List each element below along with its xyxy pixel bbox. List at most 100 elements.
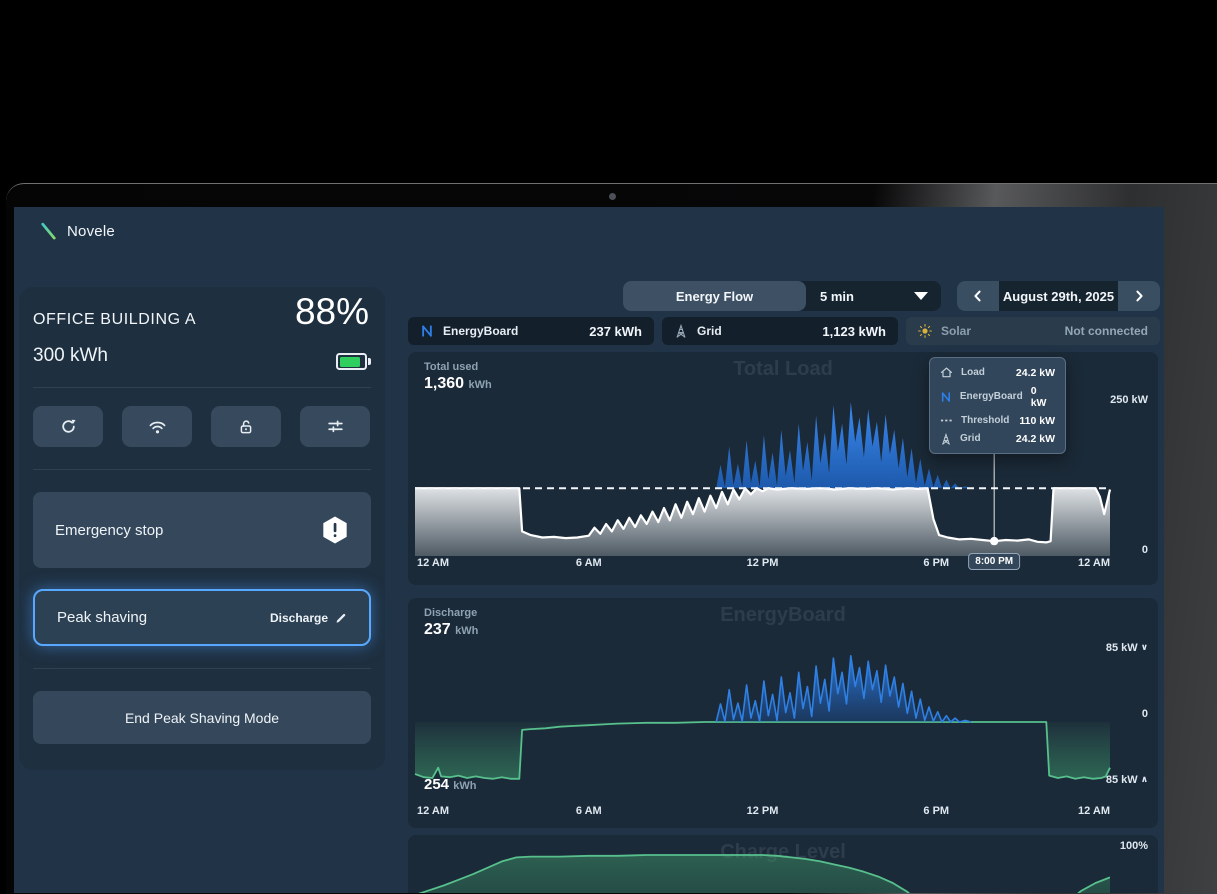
y-max-label: 100% [1119,840,1148,852]
webcam-dot [609,193,616,200]
unlock-button[interactable] [211,406,281,447]
x-tick: 6 PM [923,557,950,569]
dropdown-caret-icon[interactable] [914,292,928,300]
refresh-icon [61,419,76,433]
battery-icon [336,353,371,370]
total-used-value: 1,360 [424,375,465,392]
discharge-label: Discharge [424,607,478,619]
charge-line-series [414,721,1111,780]
x-tick: 12 AM [417,557,449,569]
discharge-metric: Discharge 237 kWh [424,607,478,639]
total-used-unit: kWh [468,379,492,391]
battery-percent: 88% [294,291,369,332]
soc-area-series [421,855,1110,893]
date-display[interactable]: August 29th, 2025 [1002,288,1115,304]
grid-chip-value: 1,123 kWh [822,323,886,339]
y-max-label: 250 kW [1110,394,1148,406]
interval-value: 5 min [820,288,854,304]
refresh-button[interactable] [33,406,103,447]
solar-chip-value: Not connected [1064,324,1148,338]
end-peak-shaving-button[interactable]: End Peak Shaving Mode [33,691,371,744]
discharge-area-series [716,655,971,722]
charge-level-card: Charge Level 100% [408,835,1158,893]
grid-chip-label: Grid [697,324,722,338]
energyboard-plot[interactable] [414,655,1111,789]
discharge-unit: kWh [455,625,479,637]
brand-name: Novele [67,222,115,240]
home-icon [940,367,953,378]
end-peak-shaving-label: End Peak Shaving Mode [124,709,280,726]
total-used-label: Total used [424,361,479,373]
unlock-icon [240,419,252,433]
tooltip-row-load: Load 24.2 kW [940,366,1055,379]
emergency-stop-button[interactable]: Emergency stop [33,492,371,568]
charge-metric: 254 kWh [424,776,476,793]
y-top-label: 85 kW ∨ [1105,642,1148,654]
interval-dropdown[interactable]: 5 min [820,281,854,311]
emergency-stop-label: Emergency stop [55,521,164,539]
total-used-metric: Total used 1,360 kWh [424,361,492,393]
x-tick: 6 PM [923,805,950,817]
battery-capacity: 300 kWh [33,345,108,366]
total-load-x-axis: 12 AM 6 AM 12 PM 6 PM 12 AM 8:00 PM [415,553,1110,575]
solar-chip[interactable]: Solar Not connected [906,317,1160,345]
arrow-down-icon: ∨ [1140,642,1148,652]
charge-unit: kWh [453,780,477,792]
charge-area-series [415,722,1110,779]
prev-day-button[interactable] [957,281,999,311]
soc-line-series [418,854,1110,893]
chevron-right-icon [1136,290,1143,302]
solar-sun-icon [918,324,932,338]
charge-level-plot[interactable] [415,847,1110,893]
tooltip-threshold-value: 110 kW [1019,414,1055,427]
energyboard-chip[interactable]: EnergyBoard 237 kWh [408,317,654,345]
energyboard-icon [941,391,950,402]
edit-pen-icon[interactable] [335,612,347,624]
y-zero-label: 0 [1141,708,1148,720]
chevron-left-icon [974,290,981,302]
tooltip-grid-value: 24.2 kW [1015,432,1055,445]
x-tick: 12 AM [1078,805,1110,817]
building-panel: OFFICE BUILDING A 88% 300 kWh [19,287,385,770]
total-load-card: Total Load Total used 1,360 kWh 250 kW 0 [408,352,1158,585]
tooltip-energyboard-label: EnergyBoard [959,391,1023,403]
threshold-dash-icon [940,419,953,422]
grid-area-series [415,488,1110,556]
wifi-icon [149,421,165,433]
total-load-plot[interactable] [415,402,1112,556]
energyboard-icon [422,325,432,337]
sliders-icon [327,420,343,433]
x-tick: 12 PM [746,557,779,569]
tooltip-row-grid: Grid 24.2 kW [940,432,1055,445]
cursor-dot [990,536,999,546]
energy-flow-tab[interactable]: Energy Flow [623,281,806,311]
app-screen: Novele OFFICE BUILDING A 88% 300 kWh [14,207,1164,893]
wifi-button[interactable] [122,406,192,447]
grid-tower-icon [942,432,950,445]
tooltip-load-label: Load [961,367,985,378]
alert-hexagon-icon [323,516,347,544]
divider [33,469,371,470]
charge-value: 254 [424,776,450,793]
energyboard-card: EnergyBoard Discharge 237 kWh 85 kW ∨ 0 … [408,598,1158,828]
peak-mode-value: Discharge [269,610,328,625]
energyboard-x-axis: 12 AM 6 AM 12 PM 6 PM 12 AM [415,801,1110,823]
energyboard-chip-value: 237 kWh [589,323,642,339]
x-tick: 12 PM [746,805,779,817]
settings-sliders-button[interactable] [300,406,370,447]
divider [33,668,371,669]
total-load-title: Total Load [733,358,833,380]
grid-chip[interactable]: Grid 1,123 kWh [662,317,898,345]
x-tick: 12 AM [1078,557,1110,569]
building-title: OFFICE BUILDING A [33,311,197,328]
energy-flow-label: Energy Flow [675,288,754,304]
date-navigator: August 29th, 2025 [957,281,1160,311]
next-day-button[interactable] [1118,281,1160,311]
x-tick: 6 AM [575,557,602,569]
novele-logo-icon [41,222,56,240]
view-interval-control: Energy Flow 5 min [623,281,941,311]
peak-shaving-button[interactable]: Peak shaving Discharge [33,589,371,646]
x-tick: 12 AM [417,805,449,817]
tooltip-energyboard-value: 0 kW [1030,384,1047,409]
load-spikes-series [716,402,971,489]
